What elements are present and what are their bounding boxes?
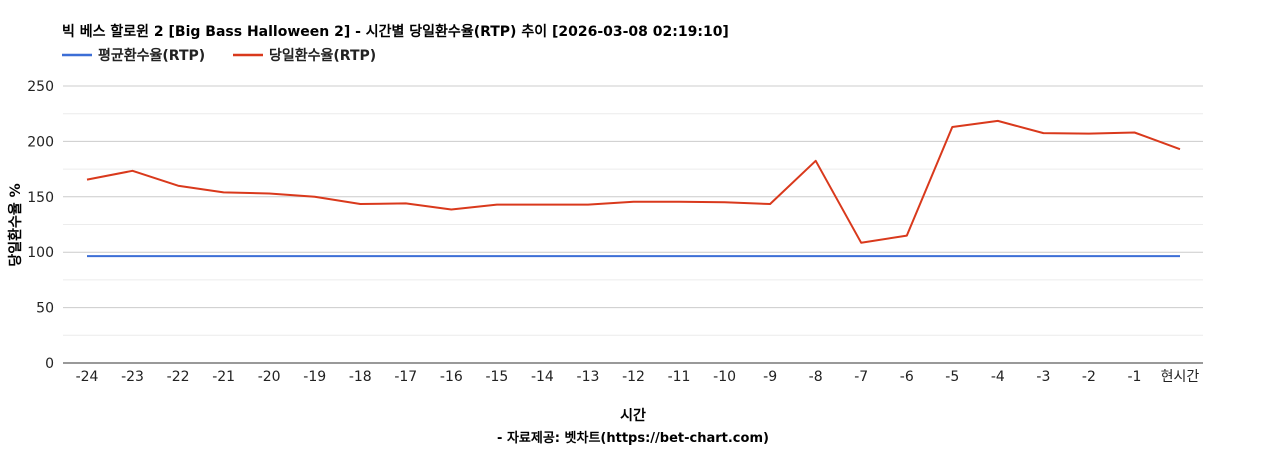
x-tick-label: -13 <box>577 369 600 385</box>
x-tick-label: -19 <box>303 369 326 385</box>
data-source-credit: - 자료제공: 벳차트(https://bet-chart.com) <box>497 430 769 446</box>
x-tick-label: -10 <box>713 369 736 385</box>
x-tick-label: -2 <box>1082 369 1096 385</box>
x-tick-label: -24 <box>76 369 99 385</box>
x-tick-label: -14 <box>531 369 554 385</box>
x-tick-label: -16 <box>440 369 463 385</box>
x-tick-label: -11 <box>668 369 691 385</box>
legend-label-average-rtp: 평균환수율(RTP) <box>98 47 205 64</box>
x-tick-label: 현시간 <box>1161 369 1200 385</box>
x-tick-label: -8 <box>809 369 823 385</box>
chart-title: 빅 베스 할로윈 2 [Big Bass Halloween 2] - 시간별 … <box>62 23 729 40</box>
y-tick-label: 250 <box>27 79 54 95</box>
legend-label-daily-rtp: 당일환수율(RTP) <box>269 47 376 64</box>
x-tick-label: -5 <box>945 369 959 385</box>
legend-item-daily-rtp[interactable]: 당일환수율(RTP) <box>233 47 376 64</box>
x-tick-label: -1 <box>1127 369 1141 385</box>
gridlines <box>63 85 1203 336</box>
series-line-daily-rtp <box>86 119 1181 244</box>
legend-item-average-rtp[interactable]: 평균환수율(RTP) <box>62 47 205 64</box>
x-tick-label: -3 <box>1036 369 1050 385</box>
legend: 평균환수율(RTP) 당일환수율(RTP) <box>62 47 376 64</box>
x-tick-label: -15 <box>485 369 508 385</box>
x-tick-label: -4 <box>991 369 1005 385</box>
y-tick-label: 0 <box>45 356 54 372</box>
y-tick-label: 50 <box>36 301 54 317</box>
x-tick-label: -22 <box>167 369 190 385</box>
y-axis-label: 당일환수율 % <box>7 183 24 266</box>
x-tick-label: -12 <box>622 369 645 385</box>
x-tick-label: -20 <box>258 369 281 385</box>
x-tick-label: -18 <box>349 369 372 385</box>
y-tick-label: 100 <box>27 245 54 261</box>
x-tick-label: -17 <box>394 369 417 385</box>
x-tick-label: -21 <box>212 369 235 385</box>
x-axis-label: 시간 <box>620 407 646 424</box>
y-axis-ticks: 0 50 100 150 200 250 <box>27 79 54 372</box>
x-tick-label: -7 <box>854 369 868 385</box>
x-axis-ticks: -24 -23 -22 -21 -20 -19 -18 -17 -16 -15 -14 -13 -12 -… <box>76 369 1200 385</box>
y-tick-label: 200 <box>27 134 54 150</box>
x-tick-label: -9 <box>763 369 777 385</box>
x-tick-label: -6 <box>900 369 914 385</box>
x-tick-label: -23 <box>121 369 144 385</box>
series-lines <box>86 119 1181 258</box>
y-tick-label: 150 <box>27 190 54 206</box>
